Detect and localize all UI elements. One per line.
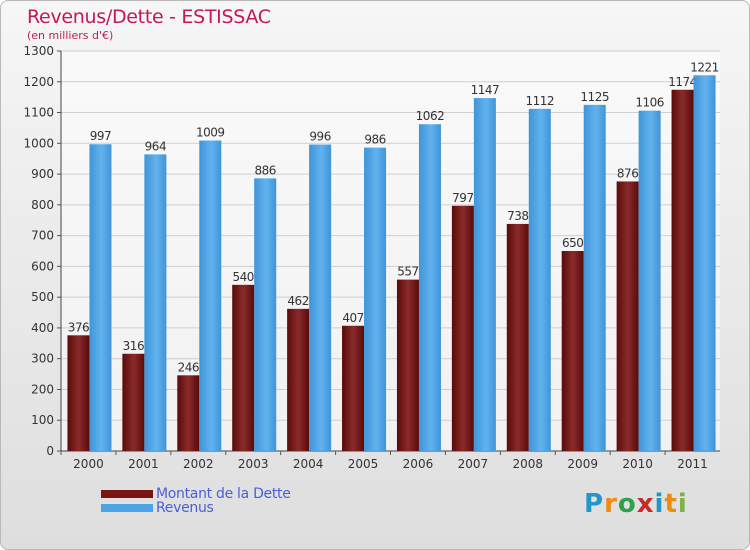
x-tick-label: 2006	[403, 457, 434, 471]
bar-revenus	[693, 75, 716, 452]
y-tick-label: 1000	[23, 136, 54, 150]
bar-revenus	[89, 144, 112, 451]
legend-item-revenus: Revenus	[101, 500, 291, 516]
data-label-revenus: 1125	[580, 90, 609, 104]
data-label-dette: 650	[562, 236, 583, 250]
data-label-revenus: 1009	[196, 126, 225, 140]
bar-revenus	[473, 98, 496, 452]
bar-dette	[287, 308, 310, 451]
data-label-revenus: 996	[309, 130, 330, 144]
data-label-dette: 557	[397, 265, 418, 279]
bar-dette	[232, 284, 255, 451]
bar-dette	[342, 325, 365, 451]
y-tick-label: 100	[31, 413, 54, 427]
data-label-revenus: 986	[364, 133, 385, 147]
data-label-dette: 407	[342, 311, 363, 325]
x-tick-label: 2000	[73, 457, 104, 471]
bar-revenus	[254, 178, 277, 451]
y-tick-label: 200	[31, 382, 54, 396]
chart-title: Revenus/Dette - ESTISSAC	[27, 6, 271, 28]
y-tick-label: 500	[31, 290, 54, 304]
x-tick-label: 2011	[677, 457, 708, 471]
y-tick-label: 800	[31, 198, 54, 212]
plot-area	[61, 51, 720, 451]
y-tick-label: 700	[31, 229, 54, 243]
y-tick-label: 900	[31, 167, 54, 181]
data-label-revenus: 1221	[690, 60, 719, 74]
x-tick-label: 2003	[238, 457, 269, 471]
data-label-revenus: 1147	[471, 83, 500, 97]
data-label-dette: 876	[617, 166, 638, 180]
bar-dette	[506, 223, 529, 451]
bar-dette	[396, 279, 419, 451]
x-tick-label: 2001	[128, 457, 159, 471]
bar-revenus	[583, 104, 606, 451]
bar-dette	[561, 251, 584, 451]
data-label-revenus: 1112	[526, 94, 555, 108]
bar-dette	[122, 353, 145, 451]
x-tick-label: 2008	[513, 457, 544, 471]
bar-dette	[451, 205, 474, 451]
legend-label-revenus: Revenus	[156, 500, 214, 516]
data-label-revenus: 1106	[635, 96, 664, 110]
bar-revenus	[364, 147, 387, 451]
chart-subtitle: (en milliers d'€)	[27, 29, 114, 42]
legend-swatch-dette	[101, 490, 153, 498]
y-tick-label: 300	[31, 352, 54, 366]
x-tick-label: 2004	[293, 457, 324, 471]
bar-dette	[616, 181, 639, 451]
proxiti-logo: Proxiti	[584, 489, 688, 519]
bar-revenus	[638, 110, 661, 451]
data-label-dette: 1174	[668, 75, 697, 89]
bar-revenus	[309, 144, 332, 452]
x-tick-label: 2009	[567, 457, 598, 471]
data-label-dette: 246	[178, 360, 199, 374]
legend-swatch-revenus	[101, 504, 153, 512]
y-tick-label: 0	[46, 444, 54, 458]
bar-dette	[67, 335, 90, 451]
data-label-revenus: 997	[90, 129, 111, 143]
bar-dette	[671, 89, 694, 452]
legend: Montant de la Dette Revenus	[101, 486, 291, 516]
y-tick-label: 400	[31, 321, 54, 335]
bar-revenus	[418, 124, 441, 451]
data-label-dette: 540	[233, 270, 254, 284]
x-tick-label: 2002	[183, 457, 214, 471]
legend-item-dette: Montant de la Dette	[101, 486, 291, 502]
data-label-dette: 797	[452, 191, 473, 205]
data-label-revenus: 964	[145, 139, 166, 153]
x-tick-label: 2005	[348, 457, 379, 471]
data-label-revenus: 1062	[416, 109, 445, 123]
y-tick-label: 1300	[23, 44, 54, 58]
x-tick-label: 2010	[622, 457, 653, 471]
bar-revenus	[199, 140, 222, 452]
data-label-dette: 738	[507, 209, 528, 223]
legend-label-dette: Montant de la Dette	[156, 486, 291, 502]
y-tick-label: 600	[31, 259, 54, 273]
bar-revenus	[528, 108, 551, 451]
y-tick-label: 1100	[23, 106, 54, 120]
data-label-dette: 376	[68, 320, 89, 334]
data-label-revenus: 886	[255, 163, 276, 177]
x-tick-label: 2007	[458, 457, 489, 471]
y-tick-label: 1200	[23, 75, 54, 89]
data-label-dette: 316	[123, 339, 144, 353]
bar-revenus	[144, 154, 167, 451]
data-label-dette: 462	[287, 294, 308, 308]
bar-dette	[177, 375, 200, 451]
